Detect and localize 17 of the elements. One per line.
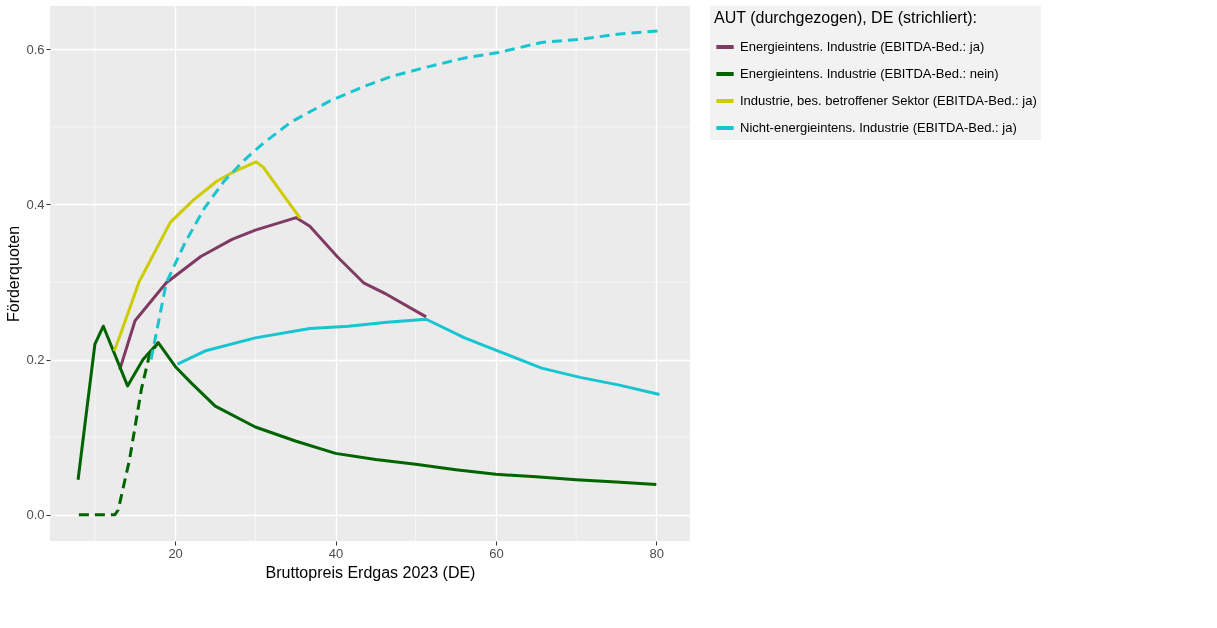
line-series <box>176 317 662 396</box>
y-tick-label: 0.0 <box>26 507 45 523</box>
legend-label: Energieintens. Industrie (EBITDA-Bed.: nein) <box>740 66 999 81</box>
x-tick-label: 80 <box>649 545 665 561</box>
x-tick-label: 60 <box>489 545 504 561</box>
y-tick-label: 0.6 <box>26 41 45 57</box>
line-series <box>112 160 302 353</box>
x-tick-label: 20 <box>168 545 183 561</box>
legend-label: Nicht-energieintens. Industrie (EBITDA-Bed.: ja) <box>740 120 1017 135</box>
x-tick-label: 40 <box>328 545 344 561</box>
y-tick-label: 0.2 <box>26 352 45 368</box>
y-axis-title: Förderquoten <box>5 225 23 323</box>
legend-title: AUT (durchgezogen), DE (strichliert): <box>714 9 977 26</box>
x-axis-title: Bruttopreis Erdgas 2023 (DE) <box>265 563 476 581</box>
legend-label: Industrie, bes. betroffener Sektor (EBITDA-Bed.: ja) <box>740 93 1037 108</box>
y-tick-label: 0.4 <box>26 196 45 212</box>
legend-label: Energieintens. Industrie (EBITDA-Bed.: ja) <box>740 39 985 54</box>
